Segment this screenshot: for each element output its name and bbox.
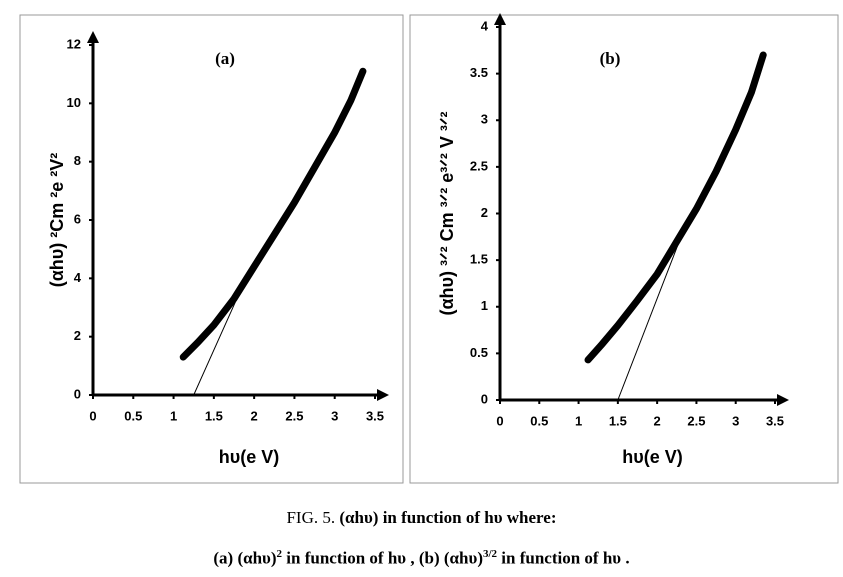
y-axis-label: (αhυ) ³ᐟ² Cm ³ᐟ² e³ᐟ² V ³ᐟ² bbox=[437, 112, 457, 316]
y-tick-label: 2 bbox=[74, 328, 81, 343]
curve bbox=[179, 67, 367, 361]
y-tick-label: 3 bbox=[481, 112, 488, 127]
x-tick-label: 0.5 bbox=[124, 408, 142, 423]
x-tick-label: 1 bbox=[170, 408, 177, 423]
x-arrow bbox=[777, 394, 789, 406]
x-tick-label: 2.5 bbox=[285, 408, 303, 423]
panel-label: (b) bbox=[600, 49, 621, 68]
y-tick-label: 4 bbox=[74, 270, 82, 285]
caption-text: 3/2 bbox=[482, 548, 498, 560]
y-arrow bbox=[87, 31, 99, 43]
x-axis-label: hυ(e V) bbox=[622, 447, 682, 467]
x-tick-label: 2 bbox=[251, 408, 258, 423]
caption-text: 2 bbox=[276, 548, 283, 560]
y-tick-label: 1.5 bbox=[470, 252, 488, 267]
y-tick-label: 10 bbox=[67, 95, 81, 110]
x-tick-label: 3 bbox=[331, 408, 338, 423]
curve bbox=[584, 51, 767, 364]
x-tick-label: 3 bbox=[732, 413, 739, 428]
caption-line: (a) (αhυ)2 in function of hυ , (b) (αhυ)… bbox=[0, 536, 843, 577]
y-tick-label: 2 bbox=[481, 205, 488, 220]
x-tick-label: 1.5 bbox=[609, 413, 627, 428]
y-axis-label: (αhυ) ²Cm ²e ²V² bbox=[47, 153, 67, 288]
caption-line: FIG. 5. (αhυ) in function of hυ where: bbox=[0, 500, 843, 536]
y-tick-label: 0 bbox=[74, 386, 81, 401]
caption-text: FIG. 5. bbox=[286, 508, 336, 527]
y-tick-label: 12 bbox=[67, 36, 81, 51]
caption-text: (αhυ) in function of hυ where: bbox=[335, 508, 557, 527]
panel-label: (a) bbox=[215, 49, 235, 68]
y-tick-label: 0.5 bbox=[470, 345, 488, 360]
caption-text: in function of hυ , (b) (αhυ) bbox=[282, 548, 483, 568]
x-arrow bbox=[377, 389, 389, 401]
x-tick-label: 1 bbox=[575, 413, 582, 428]
x-tick-label: 2.5 bbox=[687, 413, 705, 428]
x-tick-label: 1.5 bbox=[205, 408, 223, 423]
caption-text: (a) (αhυ) bbox=[213, 548, 277, 568]
y-tick-label: 1 bbox=[481, 298, 488, 313]
tangent-line bbox=[617, 227, 686, 401]
y-tick-label: 6 bbox=[74, 211, 81, 226]
y-tick-label: 4 bbox=[481, 18, 489, 33]
tangent-line bbox=[193, 286, 243, 396]
x-tick-label: 0 bbox=[89, 408, 96, 423]
caption: FIG. 5. (αhυ) in function of hυ where: (… bbox=[0, 500, 843, 577]
caption-text: in function of hυ . bbox=[497, 548, 630, 568]
x-tick-label: 0.5 bbox=[530, 413, 548, 428]
x-tick-label: 3.5 bbox=[766, 413, 784, 428]
x-tick-label: 2 bbox=[654, 413, 661, 428]
x-axis-label: hυ(e V) bbox=[219, 447, 279, 467]
panel-frame bbox=[409, 14, 839, 484]
y-tick-label: 8 bbox=[74, 153, 81, 168]
y-arrow bbox=[494, 13, 506, 25]
panel-frame bbox=[19, 14, 404, 484]
y-tick-label: 2.5 bbox=[470, 158, 488, 173]
y-tick-label: 0 bbox=[481, 391, 488, 406]
x-tick-label: 0 bbox=[496, 413, 503, 428]
y-tick-label: 3.5 bbox=[470, 65, 488, 80]
x-tick-label: 3.5 bbox=[366, 408, 384, 423]
